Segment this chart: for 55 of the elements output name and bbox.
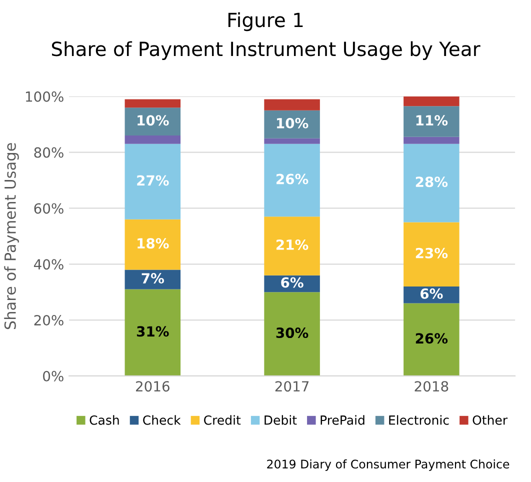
bar [124,289,181,376]
bar [124,219,181,270]
bar [124,108,181,136]
data-label: 26% [416,333,448,344]
y-tick-label: 40% [34,259,64,270]
bar [404,286,460,304]
y-tick-label: 80% [34,147,64,158]
data-label: 10% [138,115,169,126]
y-tick-label: 0% [43,370,64,382]
data-label: 27% [137,175,169,186]
y-tick-label: 60% [34,203,64,214]
bar [404,303,460,376]
data-label: 6% [420,288,443,299]
data-label: 10% [276,118,308,128]
bar [124,144,181,220]
bar [124,270,181,290]
data-label: 26% [276,174,308,184]
data-label: 11% [416,115,448,126]
bar [264,216,320,276]
y-axis-title: Share of Payment Usage [4,143,19,330]
bar [264,292,320,376]
x-tick-label: 2017 [275,381,309,392]
y-tick-label: 20% [34,315,64,326]
data-label: 28% [416,176,448,188]
legend-label: Check [143,415,181,425]
bar [404,106,460,137]
bar [264,144,320,217]
data-label: 31% [136,326,169,337]
bar [124,99,181,108]
legend-label: Electronic [389,415,449,425]
data-label: 21% [276,239,308,250]
data-label: 30% [276,328,308,338]
data-label: 6% [281,277,304,288]
data-label: 7% [142,273,164,284]
legend-label: Debit [264,415,297,425]
bar [264,138,320,144]
chart-subtitle: Share of Payment Instrument Usage by Year [52,41,480,60]
bar [404,136,460,144]
legend-label: PrePaid [320,415,364,425]
x-tick-label: 2018 [414,381,448,392]
bar [264,110,320,138]
data-label: 23% [416,248,448,258]
y-tick-label: 100% [26,91,64,102]
bar [124,136,181,144]
text: 2019 Diary of Consumer Payment Choice [267,459,510,471]
chart-title: Figure 1 [228,12,303,32]
data-label: 18% [138,238,169,249]
bar [404,222,460,286]
legend-label: Credit [204,415,241,425]
bar [404,96,460,106]
x-tick-label: 2016 [136,381,170,392]
legend-label: Other [472,415,508,425]
legend-label: Cash [90,415,119,425]
bar [404,144,460,222]
bar [264,99,320,110]
